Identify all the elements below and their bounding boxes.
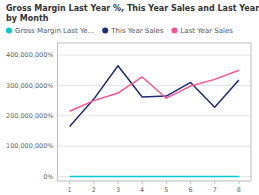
- y-tick-label: 200,000,000%: [6, 112, 54, 120]
- x-tick: [142, 181, 143, 184]
- title: Gross Margin Last Year %, This Year Sale…: [6, 4, 259, 23]
- x-tick-label: 2: [92, 186, 96, 194]
- y-tick-label: 100,000,000%: [6, 142, 54, 150]
- y-tick-label: 0%: [43, 173, 53, 181]
- legend-item: This Year Sales: [102, 27, 164, 35]
- grid-line: [58, 85, 251, 86]
- x-tick: [166, 181, 167, 184]
- x-tick-label: 1: [68, 186, 72, 194]
- x-tick: [69, 181, 70, 184]
- legend-label: This Year Sales: [110, 27, 164, 35]
- legend-item: Last Year Sales: [171, 27, 233, 35]
- legend-swatch: [102, 28, 108, 34]
- x-tick-label: 4: [140, 186, 144, 194]
- series-line: [70, 70, 239, 111]
- grid-line: [58, 115, 251, 116]
- legend-swatch: [6, 28, 12, 34]
- x-tick-label: 3: [116, 186, 120, 194]
- x-tick: [214, 181, 215, 184]
- legend-label: Gross Margin Last Ye...: [15, 27, 94, 35]
- x-tick: [117, 181, 118, 184]
- x-tick-label: 8: [237, 186, 241, 194]
- series-line: [70, 176, 239, 178]
- x-tick-label: 5: [164, 186, 168, 194]
- plot-frame: [58, 43, 251, 181]
- x-tick-label: 7: [213, 186, 217, 194]
- title-line: Gross Margin Last Year %, This Year Sale…: [6, 4, 259, 13]
- grid-line: [58, 146, 251, 147]
- legend-item: Gross Margin Last Ye...: [6, 27, 94, 35]
- x-tick: [190, 181, 191, 184]
- grid-line: [58, 176, 251, 177]
- plot-area: [70, 66, 239, 177]
- y-tick-label: 300,000,000%: [6, 82, 54, 90]
- x-tick-label: 6: [188, 186, 192, 194]
- x-tick: [238, 181, 239, 184]
- grid-line: [58, 55, 251, 56]
- series-line: [70, 66, 239, 127]
- legend-label: Last Year Sales: [180, 27, 233, 35]
- y-tick-label: 400,000,000%: [6, 51, 54, 59]
- x-tick: [93, 181, 94, 184]
- title-line: by Month: [6, 14, 49, 23]
- legend-swatch: [171, 28, 177, 34]
